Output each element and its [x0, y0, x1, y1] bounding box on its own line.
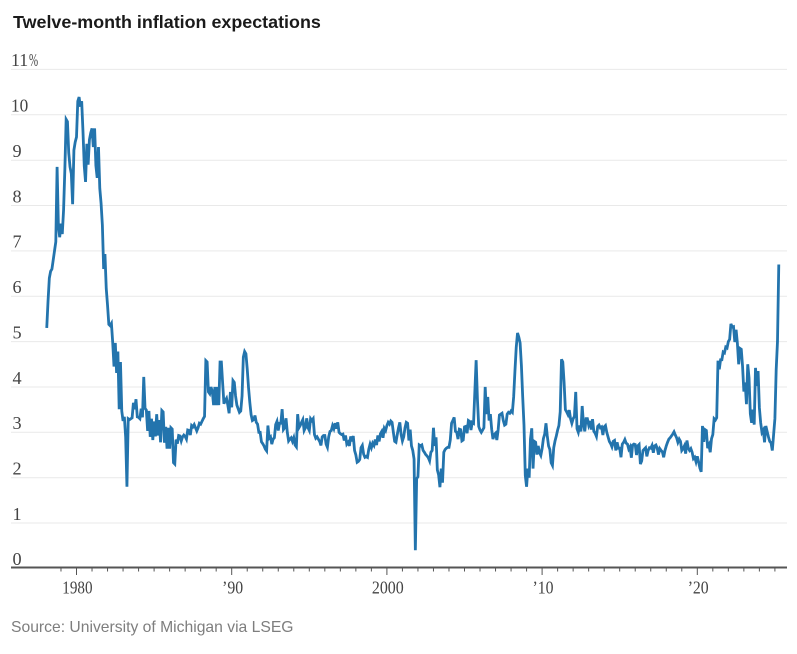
svg-text:9: 9: [13, 141, 22, 161]
svg-text:%: %: [29, 52, 38, 71]
svg-text:2000: 2000: [372, 578, 404, 598]
svg-text:4: 4: [13, 368, 22, 388]
svg-text:’10: ’10: [533, 578, 554, 598]
svg-text:11: 11: [11, 50, 28, 70]
svg-text:10: 10: [11, 96, 28, 116]
svg-text:’90: ’90: [222, 578, 243, 598]
svg-text:Twelve-month inflation expecta: Twelve-month inflation expectations: [13, 12, 321, 32]
svg-text:0: 0: [13, 549, 22, 569]
svg-text:5: 5: [13, 322, 22, 342]
svg-text:1: 1: [13, 504, 22, 524]
svg-text:Source: University of Michigan: Source: University of Michigan via LSEG: [11, 619, 294, 636]
svg-text:3: 3: [13, 413, 22, 433]
svg-text:1980: 1980: [62, 578, 92, 598]
svg-text:8: 8: [13, 186, 22, 206]
svg-text:2: 2: [13, 459, 22, 479]
svg-text:6: 6: [13, 277, 22, 297]
svg-text:’20: ’20: [688, 578, 709, 598]
svg-text:7: 7: [13, 232, 22, 252]
